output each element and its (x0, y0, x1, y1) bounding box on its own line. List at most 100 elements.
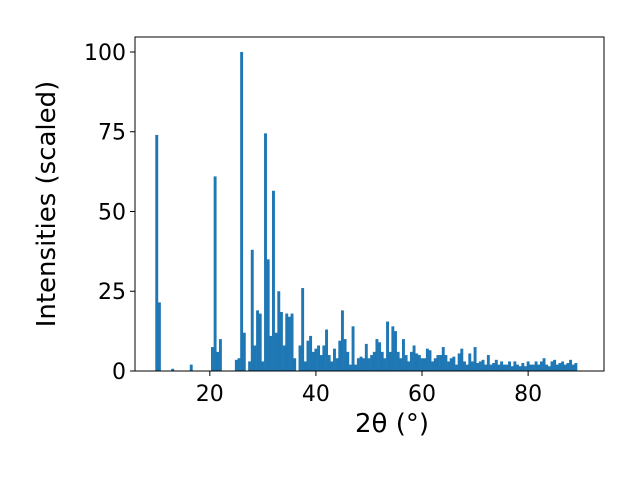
bar (436, 355, 440, 371)
bar (492, 363, 496, 371)
bar (524, 366, 527, 371)
x-tick-label: 80 (514, 382, 542, 407)
bar (322, 345, 326, 371)
bar (348, 364, 352, 371)
bar (272, 190, 275, 371)
bar (370, 355, 374, 371)
bar (216, 351, 220, 371)
bar (563, 364, 567, 371)
bar (301, 288, 305, 371)
bar (468, 353, 472, 371)
bar (409, 351, 413, 371)
bar (394, 331, 397, 371)
plot-frame (134, 36, 605, 372)
bar (317, 345, 321, 371)
bar (338, 340, 342, 371)
bar (494, 359, 498, 371)
bar (157, 302, 161, 371)
bar (362, 358, 366, 371)
y-axis-label: Intensities (scaled) (32, 81, 62, 328)
bar (279, 311, 283, 371)
bar (513, 361, 517, 371)
bar (526, 361, 530, 371)
bar (534, 361, 538, 371)
bar (306, 340, 310, 371)
bar (211, 347, 214, 371)
x-axis-label: 2θ (°) (355, 409, 429, 439)
bar (303, 361, 307, 371)
bar (242, 332, 246, 371)
bar (574, 363, 578, 371)
bar (537, 364, 541, 371)
bar (542, 358, 546, 371)
bar (431, 361, 435, 371)
bar (550, 361, 554, 371)
bar (452, 356, 456, 371)
bar (404, 355, 408, 371)
bar (298, 345, 302, 371)
bar (441, 347, 445, 371)
bar (293, 358, 297, 371)
bar (372, 351, 376, 371)
bar (455, 364, 458, 371)
bar (237, 358, 241, 371)
bar (327, 355, 331, 371)
bar (396, 351, 400, 371)
bar (463, 361, 466, 371)
bar (553, 359, 557, 371)
bar (213, 176, 217, 371)
bar (508, 361, 512, 371)
bar (354, 364, 358, 371)
bar (420, 358, 424, 371)
bar (383, 358, 387, 371)
bar (346, 351, 350, 371)
bar (330, 361, 334, 371)
bar (399, 358, 403, 371)
bar (505, 364, 509, 371)
bar (486, 355, 490, 371)
bar (391, 326, 395, 371)
bar (386, 321, 389, 371)
bar (539, 361, 543, 371)
bar (314, 348, 318, 371)
bar (274, 332, 278, 371)
bar (569, 359, 573, 371)
bar (425, 348, 429, 371)
x-tick-label: 40 (302, 382, 330, 407)
bar (531, 364, 535, 371)
bar (264, 133, 267, 371)
bar (444, 355, 448, 371)
y-tick-label: 75 (98, 121, 126, 146)
bar (290, 313, 294, 371)
bar (311, 351, 315, 371)
y-tick-label: 100 (84, 41, 126, 66)
bar (253, 345, 257, 371)
bar (521, 363, 525, 371)
bar (325, 329, 328, 371)
bar (473, 347, 477, 371)
bar (340, 310, 344, 371)
bar (489, 364, 493, 371)
bar (545, 364, 549, 371)
bar (571, 364, 575, 371)
bar (248, 361, 252, 371)
bar (266, 259, 270, 371)
bar (407, 361, 411, 371)
x-tick-label: 20 (196, 382, 224, 407)
bar (566, 363, 570, 371)
bar (447, 361, 451, 371)
bar (155, 134, 159, 371)
x-tick-label: 60 (408, 382, 436, 407)
bar (359, 356, 363, 371)
bar (433, 358, 437, 371)
bar (412, 345, 416, 371)
bar (234, 359, 238, 371)
bar (250, 249, 254, 371)
bar (189, 364, 193, 371)
bar (269, 335, 273, 371)
y-tick-label: 50 (98, 200, 126, 225)
bar (481, 359, 485, 371)
bar (558, 363, 562, 371)
bar (510, 366, 514, 371)
